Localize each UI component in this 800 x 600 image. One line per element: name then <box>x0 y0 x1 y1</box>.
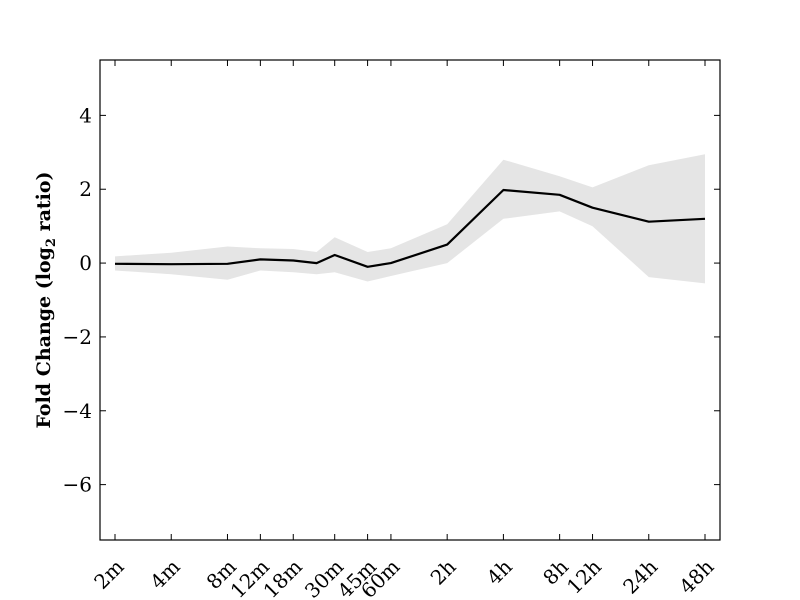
series-line-layer <box>114 188 706 268</box>
y-axis-label: Fold Change (log2 ratio) <box>33 171 59 428</box>
y-tick-label: −4 <box>63 399 92 423</box>
x-tick-label: 2h <box>426 554 461 589</box>
y-tick-label: 4 <box>79 103 92 127</box>
y-axis-label-subscript: 2 <box>44 238 59 247</box>
y-tick-label: −6 <box>63 473 92 497</box>
x-tick-label: 48h <box>674 554 718 598</box>
y-axis-label-tail: ratio) <box>33 171 55 238</box>
tick-layer <box>100 60 720 540</box>
x-tick-label: 12h <box>562 554 606 598</box>
series-line <box>114 188 706 268</box>
x-tick-label: 24h <box>618 554 662 598</box>
confidence-band-layer <box>115 154 705 284</box>
confidence-band <box>115 154 705 284</box>
x-tick-label: 2m <box>89 555 128 594</box>
y-tick-label: −2 <box>63 325 92 349</box>
y-axis-label-main: Fold Change (log <box>33 247 55 428</box>
plot-frame <box>99 59 721 541</box>
x-tick-label: 4h <box>482 554 517 589</box>
y-tick-label: 0 <box>79 251 92 275</box>
y-tick-label: 2 <box>79 177 92 201</box>
x-tick-label: 4m <box>145 555 184 594</box>
